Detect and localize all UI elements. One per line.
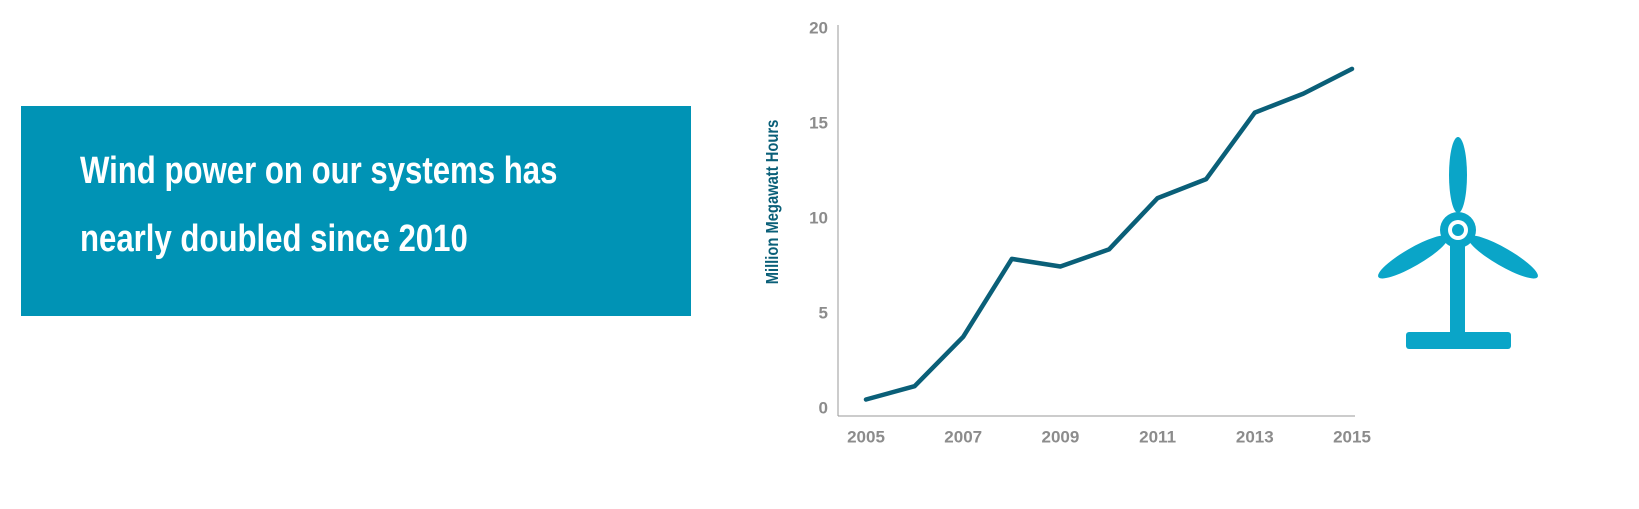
x-tick-label: 2013 [1236, 427, 1274, 446]
blade [1449, 137, 1467, 213]
y-tick-label: 15 [809, 113, 828, 132]
y-tick-label: 10 [809, 208, 828, 227]
headline: Wind power on our systems has nearly dou… [80, 150, 557, 260]
blade [1378, 235, 1448, 279]
hub-inner [1452, 224, 1464, 236]
headline-line: nearly doubled since 2010 [80, 218, 468, 260]
x-tick-label: 2007 [944, 427, 982, 446]
headline-box [21, 106, 691, 316]
blade [1468, 235, 1538, 279]
x-tick-label: 2009 [1041, 427, 1079, 446]
x-tick-label: 2005 [847, 427, 885, 446]
tower [1450, 240, 1465, 335]
y-tick-label: 0 [819, 398, 828, 417]
base [1406, 332, 1511, 349]
y-tick-label: 20 [809, 18, 828, 37]
x-tick-label: 2015 [1333, 427, 1371, 446]
y-tick-label: 5 [819, 303, 828, 322]
wind-turbine-icon [1378, 137, 1538, 349]
x-tick-label: 2011 [1139, 427, 1176, 446]
y-axis-label-group: Million Megawatt Hours [762, 120, 782, 285]
y-axis-label: Million Megawatt Hours [762, 120, 782, 285]
line [863, 66, 1355, 402]
headline-line: Wind power on our systems has [80, 150, 557, 192]
